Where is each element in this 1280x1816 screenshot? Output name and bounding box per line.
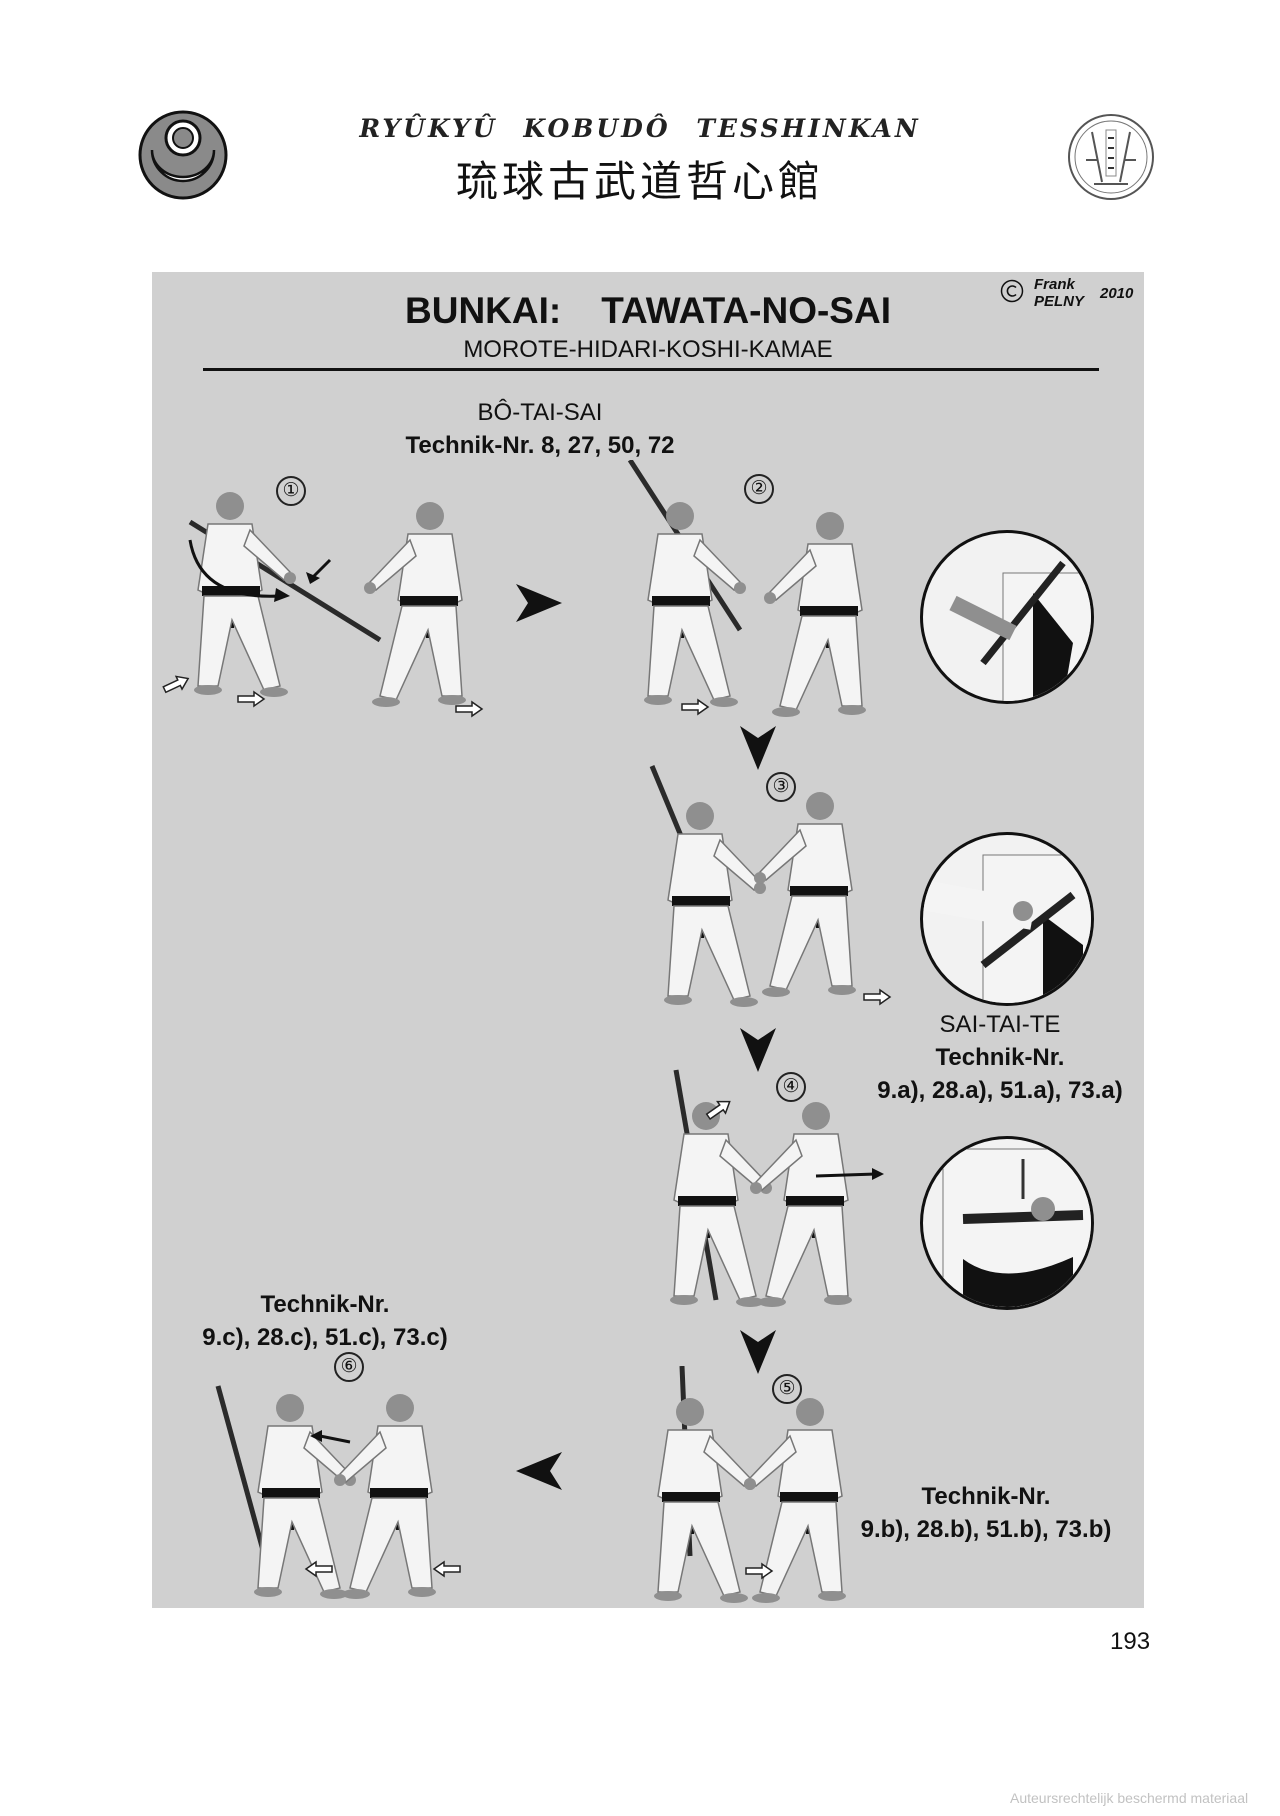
step-number-1: ①: [276, 476, 306, 506]
sequence-arrow-right-icon: [516, 584, 562, 622]
detail-zoom-3: [920, 1136, 1094, 1310]
copyright-icon: [1000, 279, 1024, 303]
step6-technik-head: Technik-Nr.: [260, 1291, 390, 1318]
copyright-watermark: Auteursrechtelijk beschermd materiaal: [1010, 1790, 1249, 1806]
sai-tai-te-technik-head: Technik-Nr.: [935, 1044, 1065, 1071]
copyright-first-name: Frank: [1034, 276, 1075, 293]
detail-zoom-1: [920, 530, 1094, 704]
panel-title: BUNKAI: TAWATA-NO-SAI: [152, 290, 1144, 332]
page-number: 193: [1110, 1628, 1151, 1655]
step5-technik-nums: 9.b), 28.b), 51.b), 73.b): [860, 1516, 1112, 1543]
step-number-5: ⑤: [772, 1374, 802, 1404]
photo-step-1: [160, 491, 483, 717]
photo-step-2: [627, 460, 867, 718]
title-kata-name: TAWATA-NO-SAI: [601, 290, 891, 331]
bo-tai-sai-label: BÔ-TAI-SAI Technik-Nr. 8, 27, 50, 72: [380, 396, 700, 462]
sequence-arrow-left-icon: [516, 1452, 562, 1490]
sequence-arrow-down-icon: [740, 1028, 776, 1072]
dojo-logo-left: [138, 110, 228, 200]
bo-tai-sai-name: BÔ-TAI-SAI: [477, 399, 603, 426]
copyright-year: 2010: [1100, 285, 1134, 302]
title-rule: [203, 368, 1099, 371]
step6-technik-label: Technik-Nr. 9.c), 28.c), 51.c), 73.c): [170, 1288, 480, 1354]
dojo-seal-right: [1068, 114, 1154, 200]
step-number-3: ③: [766, 772, 796, 802]
sai-tai-te-label: SAI-TAI-TE Technik-Nr. 9.a), 28.a), 51.a…: [850, 1008, 1150, 1107]
step6-technik-nums: 9.c), 28.c), 51.c), 73.c): [202, 1324, 448, 1351]
copyright-author: Frank PELNY: [1034, 276, 1084, 310]
copyright-last-name: PELNY: [1034, 293, 1085, 310]
header-latin-title: RYÛKYÛ KOBUDÔ TESSHINKAN: [359, 114, 921, 143]
sai-tai-te-technik-nums: 9.a), 28.a), 51.a), 73.a): [877, 1077, 1123, 1104]
photo-step-6: [215, 1385, 461, 1600]
step5-technik-head: Technik-Nr.: [921, 1483, 1051, 1510]
title-bunkai: BUNKAI:: [405, 290, 562, 331]
panel-subtitle: MOROTE-HIDARI-KOSHI-KAMAE: [463, 336, 833, 363]
bo-tai-sai-technik: Technik-Nr. 8, 27, 50, 72: [405, 432, 675, 459]
step-number-4: ④: [776, 1072, 806, 1102]
sequence-arrow-down-icon: [740, 726, 776, 770]
detail-zoom-2: [920, 832, 1094, 1006]
photo-step-3: [649, 765, 891, 1008]
step5-technik-label: Technik-Nr. 9.b), 28.b), 51.b), 73.b): [836, 1480, 1136, 1546]
photo-step-5: [653, 1366, 847, 1604]
header-kanji-title: 琉球古武道哲心館: [455, 157, 824, 206]
sequence-arrow-down-icon: [740, 1330, 776, 1374]
detail-zoom-2-image: [923, 854, 1091, 1003]
photo-step-4: [669, 1069, 884, 1308]
detail-zoom-1-image: [949, 560, 1091, 701]
detail-zoom-3-image: [942, 1148, 1091, 1307]
step-number-6: ⑥: [334, 1352, 364, 1382]
step-number-2: ②: [744, 474, 774, 504]
sai-tai-te-name: SAI-TAI-TE: [939, 1011, 1061, 1038]
